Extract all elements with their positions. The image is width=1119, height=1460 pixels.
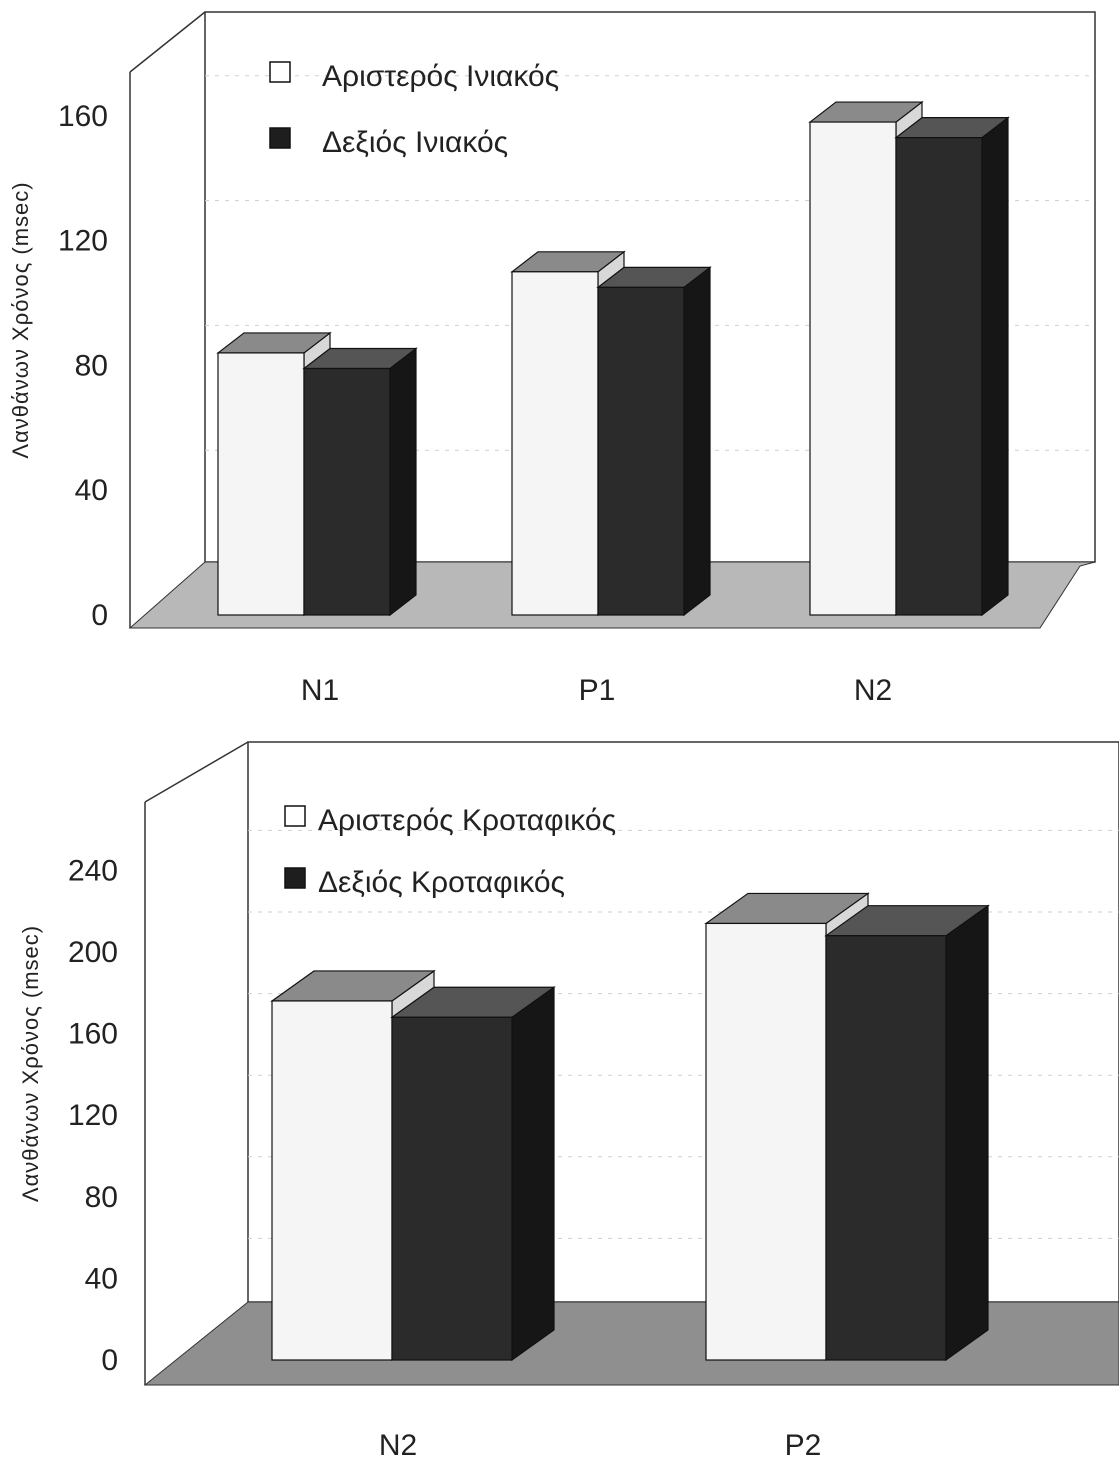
chart1-bar-N1-right xyxy=(303,367,391,616)
chart2-y-tick-label: 160 xyxy=(68,1018,118,1051)
chart2-bar-N2-left xyxy=(271,1000,393,1361)
chart2-bar-side xyxy=(945,904,989,1362)
chart1-legend-swatch xyxy=(269,61,291,83)
chart-temporal-svg: 0 40 80 120 160 200 240 Λανθάνων Χρόνος (msec) N… xyxy=(18,741,1119,1460)
chart2-legend-label: Δεξιός Κροταφικός xyxy=(318,866,565,899)
chart1-y-tick-label: 120 xyxy=(58,225,108,258)
chart1-category-label: N2 xyxy=(854,674,892,707)
chart1-bar-side xyxy=(981,116,1009,617)
chart2-bar-N2-right xyxy=(391,1016,513,1361)
chart2-y-axis-label: Λανθάνων Χρόνος (msec) xyxy=(18,925,43,1202)
chart2-bar-side xyxy=(511,986,555,1362)
chart1-y-tick-label: 80 xyxy=(75,349,108,382)
chart1-bar-side xyxy=(389,347,417,617)
chart1-bar-P1-left xyxy=(511,271,599,616)
chart2-category-label: P2 xyxy=(785,1429,822,1460)
chart1-y-axis-label: Λανθάνων Χρόνος (msec) xyxy=(8,181,33,458)
chart1-category-label: N1 xyxy=(301,674,339,707)
chart-occipital: 0 40 80 120 160 Λανθάνων Χρόνος (msec) N1 P1 N2 Α… xyxy=(8,11,1096,707)
chart2-bar-P2-right xyxy=(825,935,947,1361)
chart2-y-tick-label: 40 xyxy=(85,1262,118,1295)
chart1-bar-N1-left xyxy=(217,352,305,616)
chart2-y-tick-label: 80 xyxy=(85,1181,118,1214)
chart2-side-wall-top xyxy=(144,741,249,803)
chart2-category-label: N2 xyxy=(379,1429,417,1460)
chart1-category-label: P1 xyxy=(579,674,616,707)
chart2-y-tick-label: 120 xyxy=(68,1099,118,1132)
chart2-y-tick-label: 240 xyxy=(68,854,118,887)
chart1-legend-label: Αριστερός Ινιακός xyxy=(322,60,559,93)
chart2-legend-swatch xyxy=(284,867,306,889)
chart2-legend-label: Αριστερός Κροταφικός xyxy=(318,804,616,837)
chart1-legend-swatch xyxy=(269,127,291,149)
chart1-bar-side xyxy=(683,266,711,617)
chart1-bar-P1-right xyxy=(597,286,685,616)
chart2-y-tick-label: 200 xyxy=(68,936,118,969)
chart1-bar-N2-left xyxy=(809,121,897,616)
chart-temporal: 0 40 80 120 160 200 240 Λανθάνων Χρόνος (msec) N… xyxy=(0,730,1119,1460)
chart2-y-tick-label: 0 xyxy=(101,1344,118,1377)
chart1-legend-label: Δεξιός Ινιακός xyxy=(322,126,508,159)
chart1-y-tick-label: 40 xyxy=(75,474,108,507)
chart2-bar-P2-left xyxy=(705,922,827,1361)
chart1-y-tick-label: 160 xyxy=(58,100,108,133)
chart1-side-wall-top xyxy=(129,11,206,73)
chart1-bar-N2-right xyxy=(895,137,983,616)
chart2-legend-swatch xyxy=(284,805,306,827)
chart1-y-tick-label: 0 xyxy=(91,599,108,632)
chart-occipital-svg: 0 40 80 120 160 Λανθάνων Χρόνος (msec) N1 P1 N2 Α… xyxy=(8,11,1096,707)
